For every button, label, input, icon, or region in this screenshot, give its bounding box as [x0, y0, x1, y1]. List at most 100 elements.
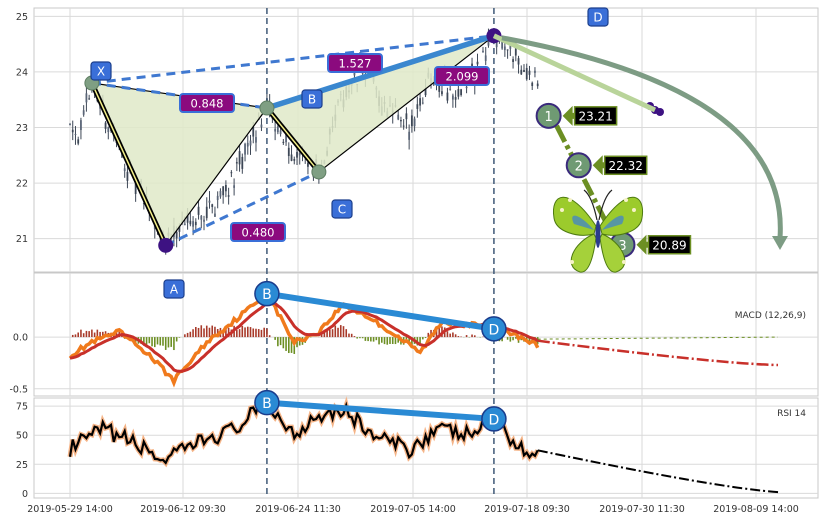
pattern-point-box — [587, 7, 609, 27]
target-number: 3 — [618, 239, 626, 254]
divergence-point-label: D — [489, 412, 500, 428]
candle-body — [189, 220, 192, 225]
y-tick-label: 22 — [16, 179, 28, 190]
candle-body — [495, 39, 498, 48]
projection-dashdot-line — [554, 124, 615, 236]
candle-body — [224, 184, 227, 192]
pattern-point-dot — [311, 164, 327, 180]
divergence-point-circle — [481, 406, 507, 432]
candle-body — [255, 137, 257, 143]
candle-body — [88, 98, 91, 100]
macd-projection-line — [537, 339, 779, 367]
projection-curve-arrowhead — [772, 236, 788, 250]
target-value-box — [647, 235, 692, 255]
candle-body — [282, 141, 285, 143]
x-tick-label: 2019-05-29 14:00 — [27, 504, 113, 515]
candle-body — [525, 68, 528, 80]
butterfly-wing — [570, 233, 597, 273]
divergence-point-label: D — [489, 322, 500, 338]
candle-body — [512, 59, 514, 63]
rsi-y-tick-label: 50 — [16, 431, 28, 442]
pattern-leg-highlight — [266, 107, 320, 173]
rsi-y-tick-label: 25 — [16, 460, 28, 471]
butterfly-body — [595, 220, 601, 248]
ratio-label: 0.480 — [242, 226, 275, 240]
projection-segment — [492, 33, 657, 113]
candle-body — [205, 206, 208, 219]
pattern-leg-highlight — [91, 82, 167, 246]
candle-body — [244, 143, 246, 155]
candle-body — [126, 171, 129, 181]
candle-body — [85, 93, 88, 103]
candle-body — [296, 151, 298, 158]
butterfly-dot — [632, 208, 636, 212]
candle-body — [446, 92, 449, 101]
divergence-point-label: B — [262, 396, 272, 412]
x-tick-label: 2019-07-18 09:30 — [484, 504, 570, 515]
candle-body — [287, 147, 290, 157]
candle-body — [419, 98, 421, 106]
target-value: 22.32 — [609, 159, 643, 173]
pattern-point-box — [301, 89, 323, 109]
candle-body — [514, 44, 517, 56]
rsi-y-tick-label: 0 — [22, 489, 28, 500]
candle-body — [82, 110, 85, 115]
candle-body — [482, 50, 484, 53]
candle-body — [402, 125, 405, 127]
macd-y-tick-label: 0.0 — [13, 333, 28, 344]
candle-body — [400, 120, 402, 122]
candle-body — [457, 89, 460, 97]
y-tick-label: 25 — [16, 12, 28, 23]
rsi-line — [68, 396, 539, 465]
pattern-point-dot — [158, 237, 174, 253]
target-circle — [565, 152, 592, 179]
candle-body — [80, 120, 82, 131]
butterfly-dot — [570, 260, 574, 264]
candle-body — [178, 225, 181, 232]
macd-panel-title: MACD (12,26,9) — [735, 311, 806, 321]
butterfly-antenna — [583, 189, 613, 221]
target-arrow — [562, 105, 577, 126]
candle-body — [249, 140, 252, 146]
ratio-label-box — [327, 53, 383, 73]
candle-body — [410, 115, 413, 127]
macd-histogram-projection — [537, 336, 779, 340]
divergence-line — [266, 290, 495, 332]
candle-body — [123, 168, 126, 172]
candle-body — [465, 86, 468, 89]
candle-body — [246, 142, 249, 147]
ratio-label-box — [179, 93, 235, 113]
x-tick-label: 2019-06-12 09:30 — [140, 504, 226, 515]
candle-body — [104, 122, 107, 129]
divergence-line — [266, 399, 495, 422]
pattern-point-label: B — [308, 93, 316, 107]
butterfly-dot — [624, 198, 628, 202]
panel-2-frame — [33, 272, 819, 397]
candle-body — [200, 215, 203, 220]
candle-body — [413, 118, 416, 127]
candle-body — [219, 190, 222, 197]
candle-body — [186, 212, 189, 223]
candle-body — [279, 130, 282, 135]
candle-body — [506, 49, 509, 51]
rsi-projection-line — [537, 449, 781, 494]
candle-body — [517, 58, 520, 65]
rsi-y-tick-label: 75 — [16, 402, 28, 413]
candle-body — [534, 70, 536, 73]
candle-body — [107, 127, 110, 133]
pattern-point-box — [90, 61, 112, 81]
candle-body — [134, 183, 137, 194]
candle-body — [77, 139, 80, 144]
candle-body — [71, 129, 74, 133]
target-arrow — [636, 234, 651, 255]
candle-body — [441, 91, 443, 95]
target-value-box — [573, 106, 618, 126]
candle-body — [452, 95, 454, 100]
butterfly-dot — [568, 198, 572, 202]
target-circle — [535, 102, 562, 129]
y-tick-label: 23 — [16, 123, 28, 134]
x-tick-label: 2019-07-05 14:00 — [370, 504, 456, 515]
candle-body — [208, 200, 211, 203]
y-tick-label: 24 — [16, 67, 28, 78]
candle-body — [503, 46, 506, 51]
